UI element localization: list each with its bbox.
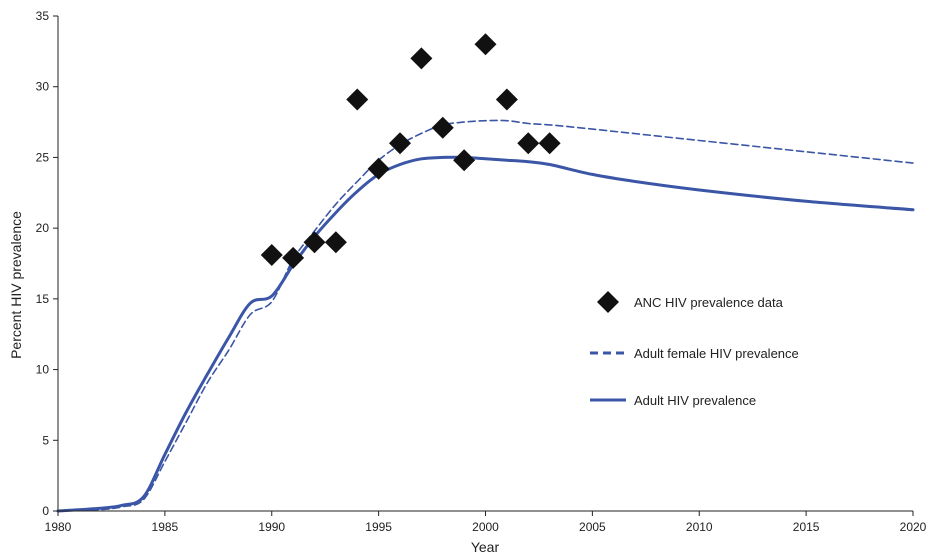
x-tick-label: 1995 bbox=[365, 520, 392, 534]
anc-data-point bbox=[474, 33, 497, 56]
y-tick-label: 10 bbox=[36, 363, 50, 377]
plot-markers bbox=[260, 33, 561, 269]
anc-data-point bbox=[346, 88, 369, 111]
x-tick-label: 2005 bbox=[579, 520, 606, 534]
anc-data-point bbox=[303, 231, 326, 254]
anc-data-point bbox=[431, 116, 454, 139]
anc-data-point bbox=[282, 246, 305, 269]
anc-data-point bbox=[453, 149, 476, 172]
anc-data-point bbox=[260, 244, 283, 267]
y-tick-label: 35 bbox=[36, 9, 50, 23]
anc-data-point bbox=[367, 157, 390, 180]
x-tick-label: 1990 bbox=[258, 520, 285, 534]
y-tick-label: 25 bbox=[36, 150, 50, 164]
x-tick-label: 2015 bbox=[793, 520, 820, 534]
x-tick-label: 1980 bbox=[45, 520, 72, 534]
x-tick-label: 2020 bbox=[900, 520, 927, 534]
anc-data-point bbox=[389, 132, 411, 155]
x-tick-label: 1985 bbox=[152, 520, 179, 534]
axes: 0 5 10 15 20 25 30 35 1980 1985 1990 1995 2000 2005 2… bbox=[8, 9, 927, 555]
anc-data-point bbox=[324, 231, 347, 254]
anc-data-point bbox=[538, 132, 561, 155]
y-ticks: 0 5 10 15 20 25 30 35 bbox=[36, 9, 58, 518]
legend-label: Adult HIV prevalence bbox=[634, 393, 756, 408]
x-tick-label: 2000 bbox=[472, 520, 499, 534]
x-axis-title: Year bbox=[471, 539, 500, 555]
x-ticks: 1980 1985 1990 1995 2000 2005 2010 2015 2020 bbox=[45, 511, 927, 534]
y-tick-label: 20 bbox=[36, 221, 50, 235]
y-tick-label: 15 bbox=[36, 292, 50, 306]
x-tick-label: 2010 bbox=[686, 520, 713, 534]
adult-prevalence-line bbox=[56, 155, 915, 513]
legend: ANC HIV prevalence data Adult female HIV … bbox=[590, 291, 799, 408]
plot-lines bbox=[56, 119, 915, 513]
legend-label: Adult female HIV prevalence bbox=[634, 346, 799, 361]
y-tick-label: 0 bbox=[42, 504, 49, 518]
anc-data-point bbox=[517, 132, 540, 155]
legend-label: ANC HIV prevalence data bbox=[634, 295, 784, 310]
anc-data-point bbox=[495, 88, 518, 111]
y-tick-label: 5 bbox=[42, 433, 49, 447]
y-axis-title: Percent HIV prevalence bbox=[8, 211, 24, 359]
y-tick-label: 30 bbox=[36, 80, 50, 94]
anc-data-point bbox=[410, 47, 433, 70]
adult-female-prevalence-line bbox=[57, 119, 914, 512]
legend-diamond-marker bbox=[597, 291, 619, 313]
